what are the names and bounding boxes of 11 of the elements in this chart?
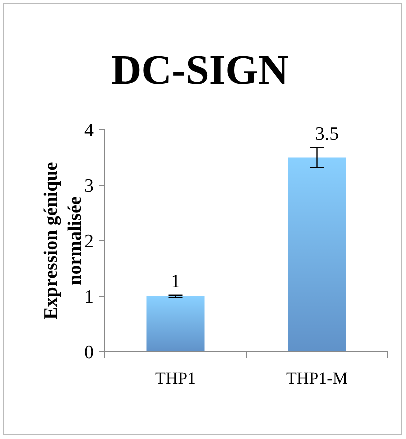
y-tick-label: 2 <box>84 232 94 253</box>
y-tick-label: 4 <box>84 120 94 142</box>
x-tick-label: THP1 <box>155 369 196 388</box>
data-label: 3.5 <box>315 124 340 145</box>
y-axis-title: Expression génique normalisée <box>41 162 86 320</box>
chart-title: DC-SIGN <box>111 48 289 94</box>
y-tick-label: 1 <box>84 287 94 308</box>
x-tick-label: THP1-M <box>286 369 348 388</box>
y-tick-label: 3 <box>84 176 94 198</box>
data-label: 1 <box>171 271 180 292</box>
y-tick-label: 0 <box>84 342 94 364</box>
